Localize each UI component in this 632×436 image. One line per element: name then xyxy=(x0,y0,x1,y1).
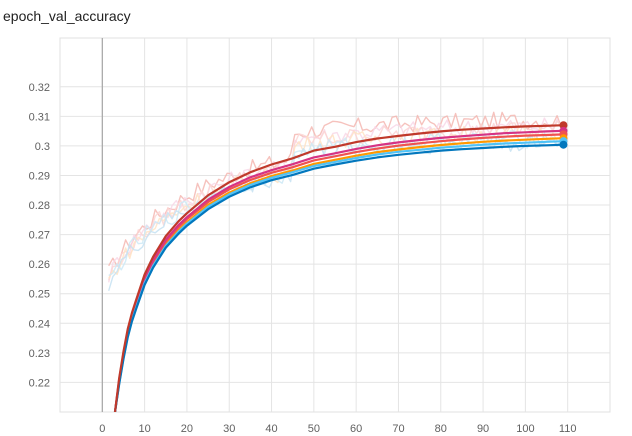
y-tick-label: 0.29 xyxy=(29,170,50,182)
y-tick-label: 0.22 xyxy=(29,377,50,389)
y-tick-label: 0.3 xyxy=(35,141,50,153)
x-tick-label: 0 xyxy=(99,423,105,435)
series-line xyxy=(113,143,564,412)
x-tick-label: 60 xyxy=(350,423,362,435)
raw-series-line xyxy=(108,133,562,291)
x-tick-label: 40 xyxy=(265,423,277,435)
x-tick-label: 30 xyxy=(223,423,235,435)
y-tick-label: 0.27 xyxy=(29,230,50,242)
series-line xyxy=(113,133,564,412)
series-line xyxy=(113,140,564,412)
series-layer xyxy=(113,124,564,412)
chart-title: epoch_val_accuracy xyxy=(3,8,131,24)
x-axis-ticks: 0 10 20 30 40 50 60 70 80 90 100 110 xyxy=(99,423,576,435)
x-tick-label: 20 xyxy=(181,423,193,435)
y-axis-ticks: 0.22 0.23 0.24 0.25 0.26 0.27 0.28 0.29 0.3 0.31 0… xyxy=(29,82,50,390)
y-tick-label: 0.32 xyxy=(29,82,50,94)
x-tick-label: 110 xyxy=(559,423,577,435)
endpoint-layer xyxy=(559,121,568,149)
series-endpoint xyxy=(559,140,568,149)
y-tick-label: 0.24 xyxy=(29,318,50,330)
x-tick-label: 90 xyxy=(477,423,489,435)
x-tick-label: 80 xyxy=(435,423,447,435)
x-tick-label: 50 xyxy=(308,423,320,435)
y-tick-label: 0.25 xyxy=(29,289,50,301)
raw-series-line xyxy=(108,130,562,277)
x-tick-label: 100 xyxy=(516,423,534,435)
series-endpoint xyxy=(559,121,568,130)
series-line xyxy=(113,129,564,412)
y-tick-label: 0.28 xyxy=(29,200,50,212)
y-tick-label: 0.31 xyxy=(29,111,50,123)
plot-frame xyxy=(59,37,611,413)
y-tick-label: 0.23 xyxy=(29,348,50,360)
series-line xyxy=(113,124,564,412)
series-line xyxy=(113,137,564,412)
grid-layer xyxy=(59,37,611,413)
x-tick-label: 10 xyxy=(138,423,150,435)
x-tick-label: 70 xyxy=(392,423,404,435)
y-tick-label: 0.26 xyxy=(29,259,50,271)
